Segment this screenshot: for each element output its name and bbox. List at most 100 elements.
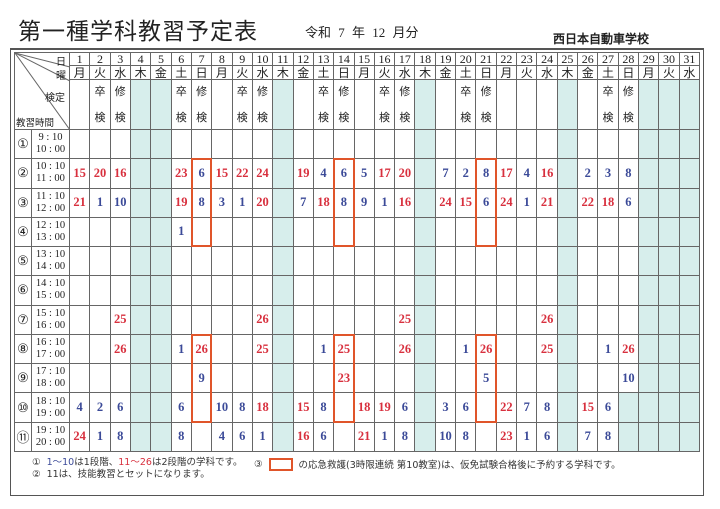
lesson-cell [496,334,518,365]
lesson-cell [659,305,680,335]
lesson-cell [252,217,274,248]
weekday: 木 [273,66,294,80]
day-number: 24 [537,52,558,66]
lesson-cell [578,334,599,365]
period-number: ③ [14,188,32,218]
lesson-cell [151,422,172,452]
kentei-mark-top: 卒 [175,86,187,98]
lesson-cell [151,393,172,423]
weekday: 水 [537,66,558,80]
kentei-cell: 修検 [334,80,355,130]
day-number: 29 [639,52,660,66]
lesson-cell [415,276,436,306]
day-number: 4 [130,52,152,66]
lesson-cell: 23 [496,422,518,452]
day-number: 26 [578,52,599,66]
lesson-cell [557,305,579,335]
lesson-cell [578,276,599,306]
lesson-cell [415,130,436,160]
lesson-cell [496,364,518,394]
weekday: 金 [293,66,314,80]
period-number: ⑥ [14,276,32,306]
lesson-cell [639,393,660,423]
kentei-cell: 修検 [476,80,497,130]
lesson-cell [537,247,558,277]
kentei-mark-top: 修 [257,86,269,98]
kentei-cell: 卒検 [313,80,335,130]
lesson-cell: 19 [293,159,314,189]
lesson-cell [151,130,172,160]
lesson-cell [70,364,91,394]
kentei-cell [496,80,518,130]
lesson-cell [273,276,294,306]
period-time: 14 : 10 15 : 00 [32,276,70,306]
lesson-cell [171,305,192,335]
time-end: 15 : 00 [35,290,66,302]
lesson-cell: 24 [252,159,274,189]
lesson-cell [618,393,640,423]
kentei-cell: 卒検 [456,80,477,130]
weekday: 火 [374,66,396,80]
lesson-cell [313,364,335,394]
time-start: 9 : 10 [38,132,63,144]
note-2: ② 11は、技能教習とセットになります。 [32,469,210,480]
lesson-cell: 1 [171,217,192,248]
lesson-cell [639,247,660,277]
lesson-cell: 1 [374,188,396,218]
lesson-cell [435,364,457,394]
lesson-cell [537,364,558,394]
lesson-cell: 1 [232,188,253,218]
lesson-cell [130,305,152,335]
lesson-cell: 17 [496,159,518,189]
day-number: 23 [517,52,538,66]
lesson-cell [110,247,131,277]
lesson-cell [415,188,436,218]
day-number: 16 [374,52,396,66]
lesson-cell: 15 [70,159,91,189]
lesson-cell [517,334,538,365]
time-end: 14 : 00 [35,261,66,273]
lesson-cell [659,393,680,423]
lesson-cell [517,217,538,248]
lesson-cell [293,334,314,365]
lesson-cell: 24 [496,188,518,218]
lesson-cell: 1 [456,334,477,365]
period-time: 17 : 10 18 : 00 [32,364,70,394]
kentei-mark-top: 修 [399,86,411,98]
lesson-cell [496,217,518,248]
lesson-cell [496,247,518,277]
lesson-cell [659,334,680,365]
lesson-cell: 22 [578,188,599,218]
kentei-cell: 卒検 [232,80,253,130]
lesson-cell [252,247,274,277]
lesson-cell [110,130,131,160]
time-start: 11 : 10 [36,190,65,202]
lesson-cell [598,305,619,335]
lesson-cell [659,130,680,160]
kentei-cell [679,80,700,130]
weekday: 火 [232,66,253,80]
lesson-cell [476,422,497,452]
corner-weekday-label: 曜 [56,71,66,82]
day-number: 20 [456,52,477,66]
lesson-cell [598,364,619,394]
lesson-cell [90,364,111,394]
lesson-cell [496,276,518,306]
lesson-cell [273,334,294,365]
lesson-cell [273,422,294,452]
kentei-cell [212,80,233,130]
time-end: 20 : 00 [35,436,66,448]
lesson-cell [679,217,700,248]
lesson-cell: 6 [110,393,131,423]
lesson-cell [212,276,233,306]
period-time: 15 : 10 16 : 00 [32,305,70,335]
lesson-cell: 1 [517,188,538,218]
emergency-box-legend-icon [268,457,293,471]
lesson-cell: 8 [110,422,131,452]
day-number: 31 [679,52,700,66]
lesson-cell: 21 [354,422,375,452]
lesson-cell: 8 [171,422,192,452]
lesson-cell [415,364,436,394]
lesson-cell [374,130,396,160]
